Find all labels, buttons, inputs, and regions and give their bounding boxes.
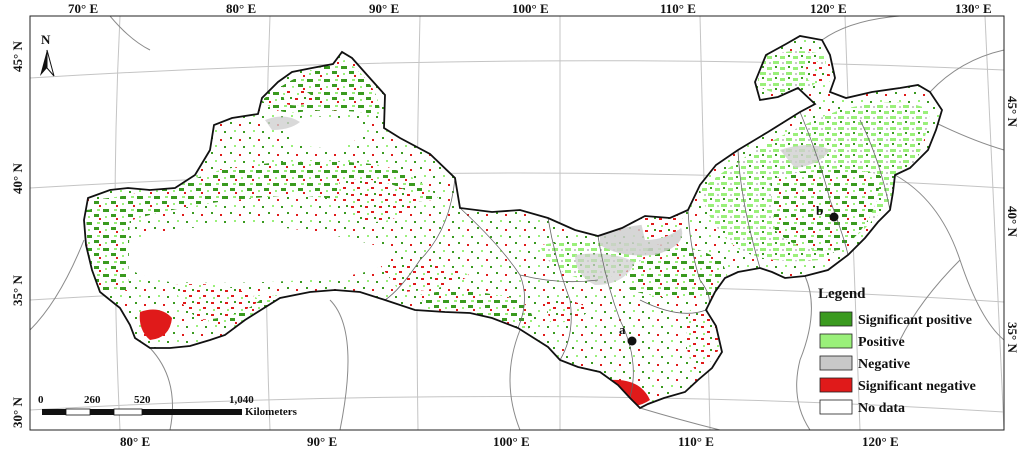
- north-arrow: N: [40, 32, 55, 77]
- north-arrow-icon: [40, 50, 47, 76]
- north-arrow-label: N: [41, 32, 51, 47]
- legend-swatch: [819, 377, 853, 393]
- red-southwest: [139, 309, 172, 340]
- bottom-tick: 80° E: [120, 434, 150, 449]
- legend: Legend Significant positive Positive Negat…: [818, 286, 976, 416]
- scale-tick-label: 260: [84, 394, 101, 406]
- right-tick: 40° N: [1005, 206, 1020, 237]
- junggar-basin-no-data: [290, 116, 362, 149]
- top-tick: 120° E: [810, 1, 847, 16]
- country-borders: [30, 16, 1004, 430]
- legend-item-label: Significant positive: [858, 313, 972, 328]
- region-outline: [83, 35, 943, 410]
- site-label-b: b: [816, 203, 823, 218]
- gray-ordos: [575, 253, 635, 285]
- left-tick: 40° N: [10, 163, 25, 194]
- green-west: [86, 205, 130, 292]
- legend-item-label: Positive: [858, 335, 905, 350]
- green-loess: [620, 244, 728, 300]
- top-tick-labels: 70° E 80° E 90° E 100° E 110° E 120° E 1…: [68, 1, 992, 16]
- bottom-tick-labels: 80° E 90° E 100° E 110° E 120° E: [120, 434, 899, 449]
- right-tick: 45° N: [1005, 96, 1020, 127]
- bottom-tick: 120° E: [862, 434, 899, 449]
- bottom-tick: 100° E: [493, 434, 530, 449]
- legend-swatch: [819, 311, 853, 327]
- top-tick: 70° E: [68, 1, 98, 16]
- right-tick: 35° N: [1005, 322, 1020, 353]
- site-marker-a: [627, 336, 637, 346]
- scale-bar: 0 260 520 1,040 Kilometers: [38, 394, 298, 418]
- green-northeast-dark: [770, 168, 880, 251]
- scale-unit: Kilometers: [245, 406, 298, 418]
- tarim-basin-no-data: [115, 225, 392, 283]
- legend-title: Legend: [818, 286, 866, 302]
- top-tick: 100° E: [512, 1, 549, 16]
- study-region: [83, 35, 943, 410]
- site-marker-b: [829, 212, 839, 222]
- gray-northeast: [780, 145, 830, 168]
- top-tick: 110° E: [660, 1, 696, 16]
- red-tibet: [380, 262, 470, 292]
- scale-tick-label: 0: [38, 394, 44, 406]
- right-tick-labels: 45° N 40° N 35° N: [1005, 96, 1020, 353]
- province-boundaries: [384, 111, 891, 399]
- top-tick: 90° E: [369, 1, 399, 16]
- red-hulunbuir: [805, 59, 832, 84]
- sample-sites: a b: [619, 203, 839, 346]
- red-hexi: [339, 179, 420, 223]
- red-kunlun: [175, 284, 260, 320]
- left-tick: 30° N: [10, 397, 25, 428]
- top-tick: 130° E: [955, 1, 992, 16]
- legend-swatch: [819, 399, 853, 415]
- left-tick-labels: 45° N 40° N 35° N 30° N: [10, 41, 25, 428]
- left-tick: 35° N: [10, 275, 25, 306]
- top-tick: 80° E: [226, 1, 256, 16]
- red-east-plain: [545, 298, 590, 323]
- bottom-tick: 90° E: [307, 434, 337, 449]
- legend-item-label: Significant negative: [858, 379, 976, 394]
- site-label-a: a: [619, 322, 626, 337]
- map-frame: [29, 15, 1005, 431]
- legend-item-label: No data: [858, 401, 905, 416]
- gray-altai: [265, 116, 300, 130]
- bottom-tick: 110° E: [678, 434, 714, 449]
- legend-swatch: [819, 355, 853, 371]
- legend-item-label: Negative: [858, 357, 910, 372]
- legend-swatch: [819, 333, 853, 349]
- scale-tick-label: 1,040: [229, 394, 254, 406]
- left-tick: 45° N: [10, 41, 25, 72]
- scale-tick-label: 520: [134, 394, 151, 406]
- red-south-east: [686, 309, 722, 370]
- red-altai: [282, 87, 315, 106]
- red-hetao: [640, 214, 688, 240]
